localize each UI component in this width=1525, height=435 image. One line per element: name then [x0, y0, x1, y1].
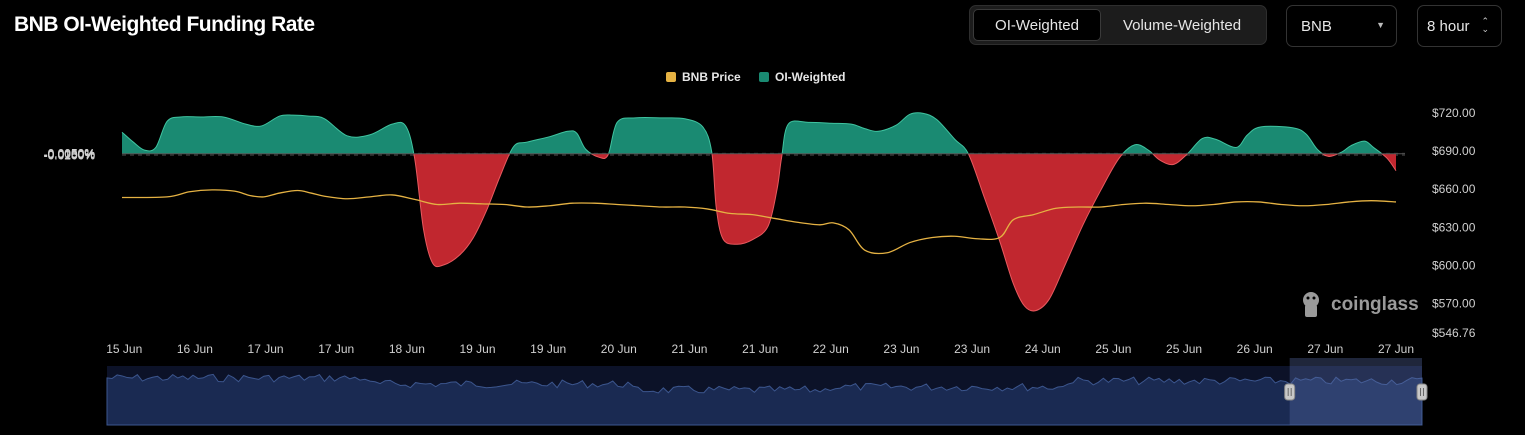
y-left-tick-label: -0.0050%: [44, 147, 96, 161]
negative-funding-line: [413, 153, 1397, 312]
navigator-handle-right[interactable]: [1416, 383, 1428, 401]
coin-select-value: BNB: [1301, 17, 1332, 35]
x-tick-label: 26 Jun: [1237, 342, 1273, 356]
y-right-tick-label: $600.00: [1432, 258, 1476, 272]
x-tick-label: 15 Jun: [106, 342, 142, 356]
navigator-selection: [1289, 358, 1422, 425]
navigator-series: [106, 373, 1423, 426]
chart-legend[interactable]: BNB Price OI-Weighted: [666, 70, 845, 84]
x-tick-label: 19 Jun: [530, 342, 566, 356]
x-tick-label: 25 Jun: [1095, 342, 1131, 356]
y-left-tick-label: 0.0050%: [48, 146, 96, 160]
weighting-toggle: OI-Weighted Volume-Weighted: [969, 5, 1267, 45]
coin-select[interactable]: BNB ▼: [1286, 5, 1397, 47]
right-axis: $720.00 $690.00 $660.00 $630.00 $600.00 $570.…: [1432, 106, 1476, 340]
range-navigator[interactable]: [106, 358, 1428, 426]
watermark-text: coinglass: [1331, 294, 1419, 315]
navigator-handle-left[interactable]: [1284, 383, 1296, 401]
legend-swatch-price: [666, 72, 676, 82]
legend-label-oi[interactable]: OI-Weighted: [775, 70, 845, 84]
x-tick-label: 21 Jun: [742, 342, 778, 356]
price-line: [121, 189, 1397, 255]
coinglass-logo-icon: [1303, 292, 1319, 317]
tab-volume-weighted[interactable]: Volume-Weighted: [1122, 16, 1242, 34]
left-axis: 0.0050%0%-0.0050%-0.0100%-0.0150%-0.0200…: [44, 146, 96, 162]
x-tick-label: 23 Jun: [954, 342, 990, 356]
x-tick-label: 23 Jun: [883, 342, 919, 356]
x-tick-label: 17 Jun: [248, 342, 284, 356]
watermark: coinglass: [1303, 292, 1419, 317]
x-axis: 15 Jun 16 Jun 17 Jun 17 Jun 18 Jun 19 Jun 19 J…: [106, 342, 1414, 356]
x-tick-label: 22 Jun: [813, 342, 849, 356]
y-right-tick-label: $720.00: [1432, 106, 1476, 120]
positive-funding-area: [122, 112, 1396, 154]
y-left-tick-label: -0.0200%: [44, 149, 96, 163]
legend-label-price[interactable]: BNB Price: [682, 70, 741, 84]
page-title: BNB OI-Weighted Funding Rate: [14, 13, 315, 36]
x-tick-label: 20 Jun: [601, 342, 637, 356]
funding-rate-areas: [121, 112, 1405, 312]
x-tick-label: 21 Jun: [671, 342, 707, 356]
y-right-tick-label: $570.00: [1432, 296, 1476, 310]
y-left-tick-label: 0%: [78, 147, 96, 161]
x-tick-label: 27 Jun: [1378, 342, 1414, 356]
positive-funding-line: [121, 112, 1383, 154]
x-tick-label: 17 Jun: [318, 342, 354, 356]
price-series: [121, 189, 1397, 255]
interval-select-value: 8 hour: [1427, 17, 1470, 35]
tab-oi-weighted[interactable]: OI-Weighted: [973, 9, 1101, 41]
y-right-tick-label: $546.76: [1432, 326, 1476, 340]
x-tick-label: 16 Jun: [177, 342, 213, 356]
y-left-tick-label: -0.0150%: [44, 148, 96, 162]
up-down-chevron-icon: ⌃ ⌄: [1481, 16, 1489, 34]
y-left-tick-label: -0.0100%: [44, 148, 96, 162]
legend-swatch-oi: [759, 72, 769, 82]
x-tick-label: 24 Jun: [1025, 342, 1061, 356]
y-right-tick-label: $690.00: [1432, 144, 1476, 158]
x-tick-label: 18 Jun: [389, 342, 425, 356]
x-tick-label: 19 Jun: [459, 342, 495, 356]
x-tick-label: 27 Jun: [1307, 342, 1343, 356]
x-tick-label: 25 Jun: [1166, 342, 1202, 356]
interval-select[interactable]: 8 hour ⌃ ⌄: [1417, 5, 1502, 47]
y-right-tick-label: $630.00: [1432, 220, 1476, 234]
y-right-tick-label: $660.00: [1432, 182, 1476, 196]
chevron-down-icon: ▼: [1376, 20, 1385, 30]
